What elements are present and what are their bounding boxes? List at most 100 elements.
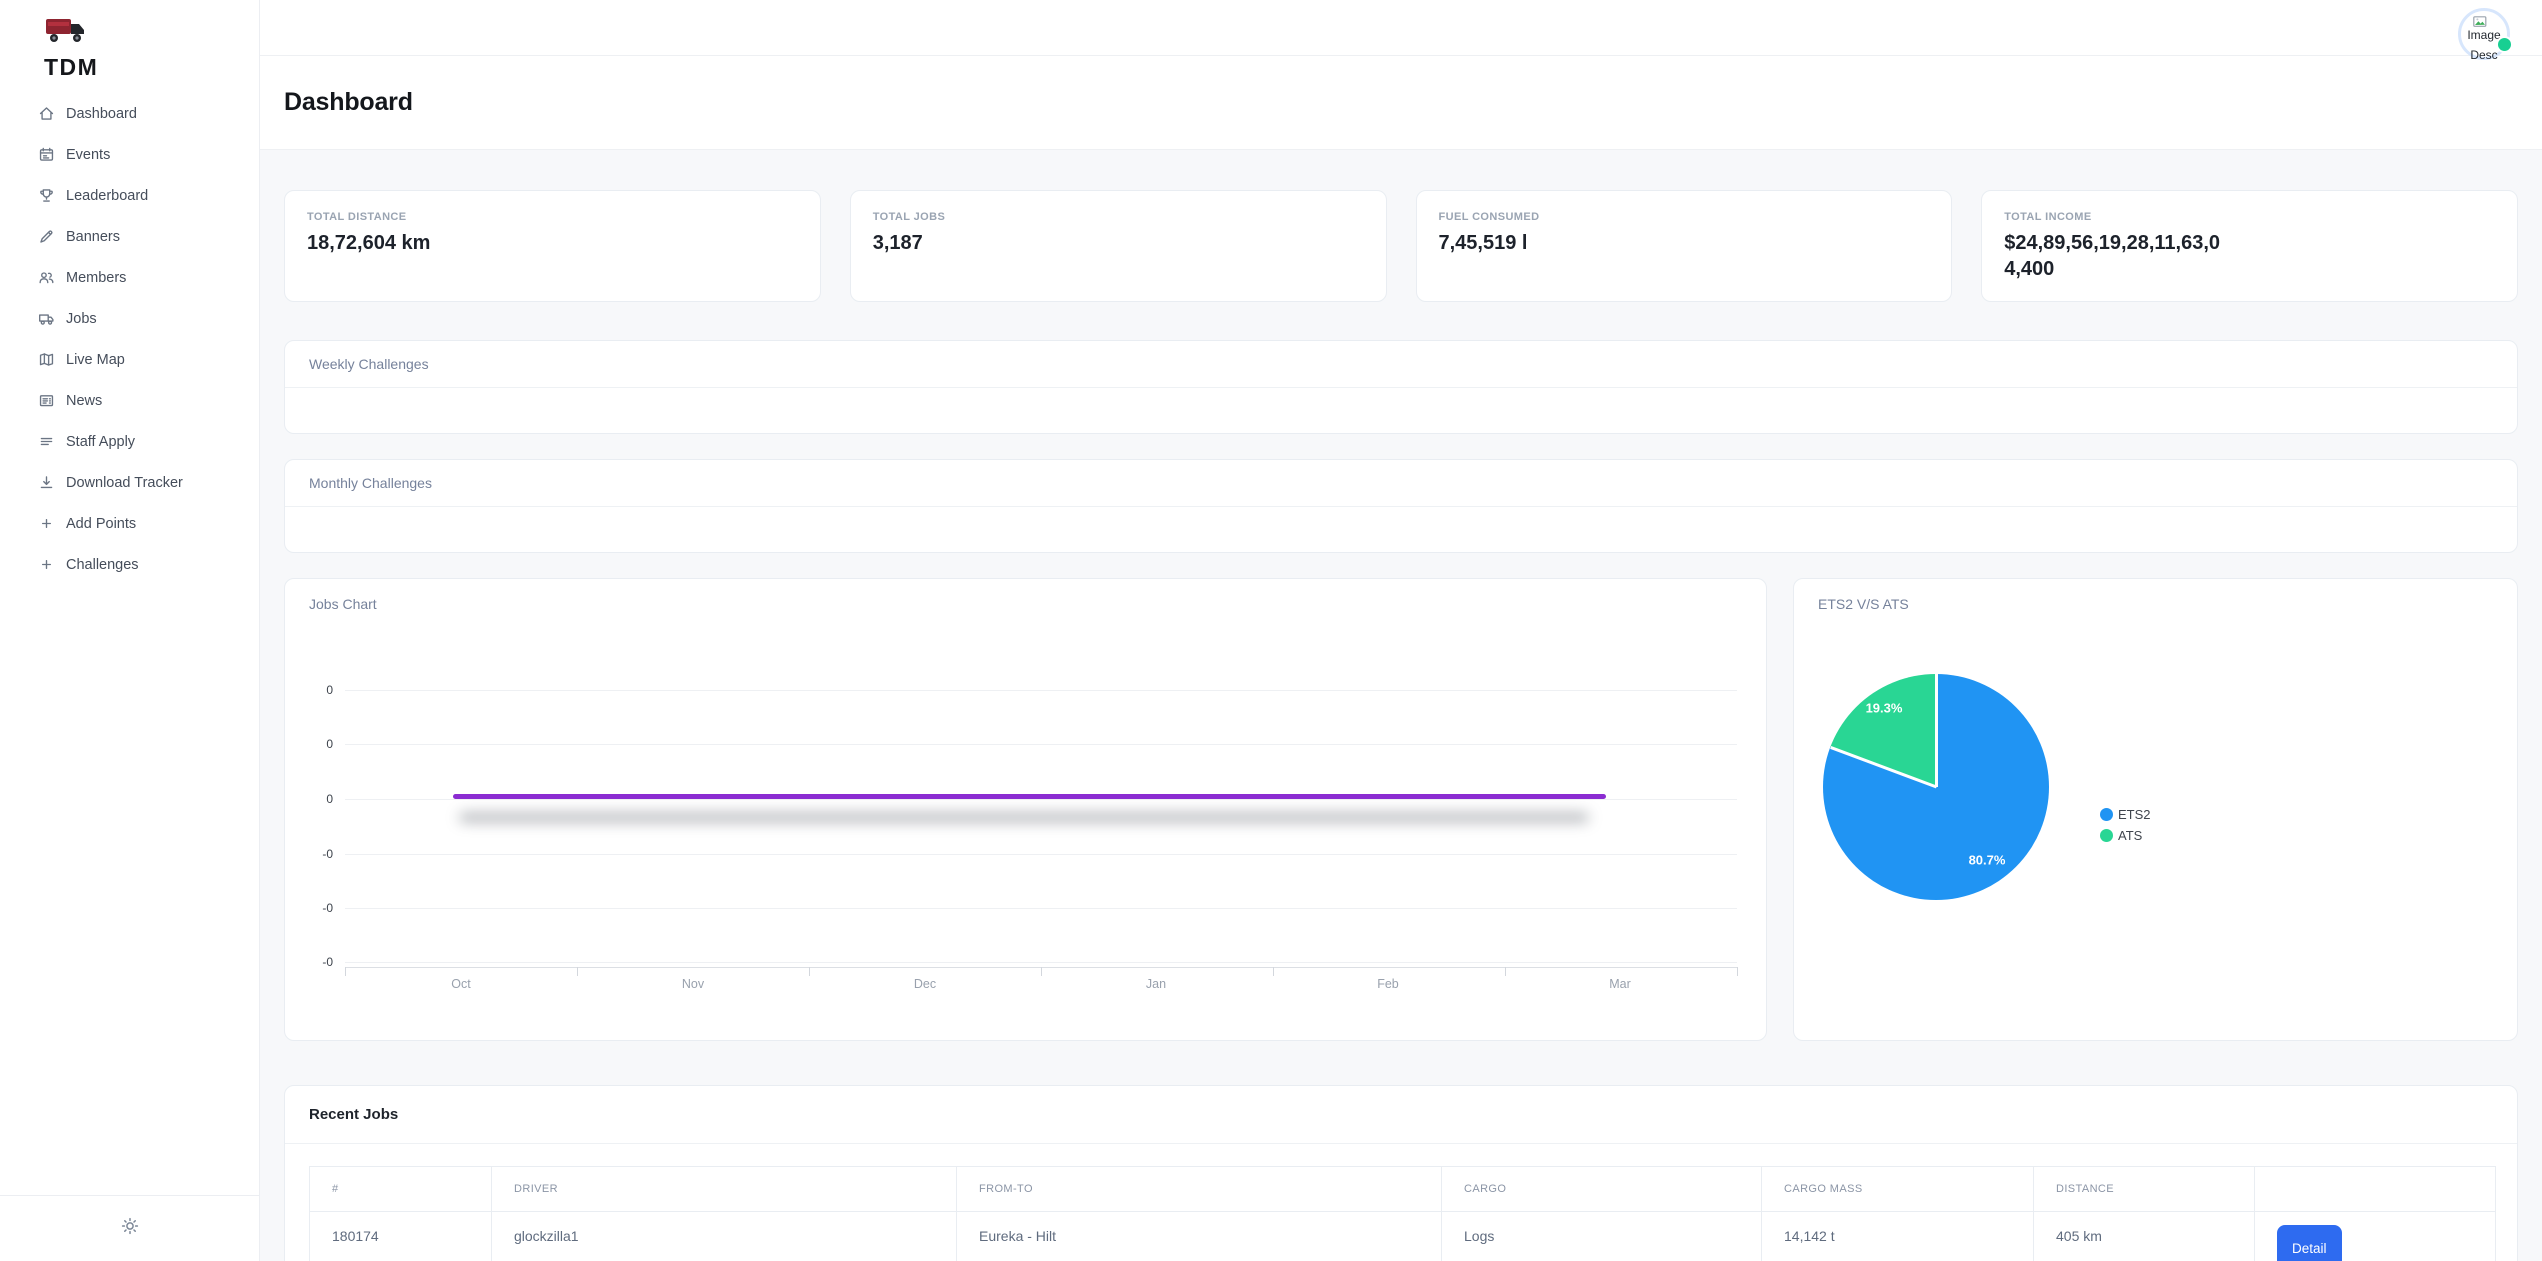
legend-item-ats[interactable]: ATS bbox=[2100, 828, 2151, 843]
column-header-actions bbox=[2254, 1166, 2496, 1212]
line-series-shadow bbox=[459, 813, 1589, 822]
pie-slice-value-ats: 19.3% bbox=[1865, 700, 1903, 716]
line-series-jobs bbox=[453, 794, 1606, 799]
cell-from-to: Eureka - Hilt bbox=[956, 1211, 1442, 1261]
truck-icon bbox=[38, 310, 55, 327]
cell-cargo: Logs bbox=[1441, 1211, 1762, 1261]
x-axis-label: Feb bbox=[1377, 977, 1399, 991]
x-axis-tick bbox=[1273, 967, 1274, 976]
calendar-icon bbox=[38, 146, 55, 163]
sidebar-item-events[interactable]: Events bbox=[0, 134, 259, 175]
gridline bbox=[345, 962, 1737, 963]
sidebar-item-leaderboard[interactable]: Leaderboard bbox=[0, 175, 259, 216]
plus-icon bbox=[38, 515, 55, 532]
gridline bbox=[345, 690, 1737, 691]
x-axis-label: Dec bbox=[913, 977, 937, 991]
stat-value: 3,187 bbox=[872, 232, 923, 254]
pie-slice-separator bbox=[1934, 674, 1938, 787]
sidebar-item-label: Jobs bbox=[66, 310, 97, 327]
sidebar-item-label: Live Map bbox=[66, 351, 125, 368]
pie-chart[interactable]: 19.3% 80.7% bbox=[1823, 674, 2049, 900]
monthly-challenges-body bbox=[285, 507, 2517, 552]
legend-dot-ets2 bbox=[2100, 807, 2113, 821]
download-icon bbox=[38, 474, 55, 491]
stat-card-total-income: TOTAL INCOME $24,89,56,19,28,11,63,04,40… bbox=[1981, 190, 2518, 302]
x-axis-label: Jan bbox=[1145, 977, 1167, 991]
column-header-cargo-mass: CARGO MASS bbox=[1761, 1166, 2034, 1212]
recent-jobs-title: Recent Jobs bbox=[309, 1106, 399, 1123]
sidebar-item-label: Download Tracker bbox=[66, 474, 183, 491]
pencil-icon bbox=[38, 228, 55, 245]
recent-jobs-card: Recent Jobs # DRIVER FROM-TO CARGO CARGO… bbox=[284, 1085, 2518, 1261]
stat-value: 7,45,519 l bbox=[1438, 232, 1528, 254]
stat-value: $24,89,56,19,28,11,63,04,400 bbox=[2004, 232, 2221, 280]
sidebar-item-challenges[interactable]: Challenges bbox=[0, 544, 259, 585]
sidebar-item-live-map[interactable]: Live Map bbox=[0, 339, 259, 380]
sidebar-item-label: Members bbox=[66, 269, 127, 286]
jobs-chart-title: Jobs Chart bbox=[309, 596, 377, 612]
topbar: Image Desc bbox=[260, 0, 2542, 62]
avatar[interactable]: Image Desc bbox=[2458, 8, 2513, 62]
x-axis-tick bbox=[345, 967, 346, 976]
page-title: Dashboard bbox=[284, 88, 413, 116]
sidebar-item-add-points[interactable]: Add Points bbox=[0, 503, 259, 544]
brand-logo[interactable]: TDM bbox=[0, 0, 259, 81]
avatar-alt-text: Image bbox=[2467, 28, 2501, 42]
column-header-id: # bbox=[309, 1166, 492, 1212]
x-axis-label: Nov bbox=[681, 977, 705, 991]
pie-chart-title: ETS2 V/S ATS bbox=[1818, 596, 1909, 612]
sidebar-item-label: Staff Apply bbox=[66, 433, 136, 450]
x-axis-label: Oct bbox=[451, 977, 471, 991]
pie-slice-separator bbox=[1829, 746, 1937, 789]
sidebar-item-label: Dashboard bbox=[66, 105, 137, 122]
gridline bbox=[345, 908, 1737, 909]
cell-driver: glockzilla1 bbox=[491, 1211, 957, 1261]
sidebar-item-staff-apply[interactable]: Staff Apply bbox=[0, 421, 259, 462]
home-icon bbox=[38, 105, 55, 122]
brand-name: TDM bbox=[44, 54, 99, 80]
sidebar-item-jobs[interactable]: Jobs bbox=[0, 298, 259, 339]
sidebar-item-members[interactable]: Members bbox=[0, 257, 259, 298]
sidebar-item-label: Events bbox=[66, 146, 111, 163]
map-icon bbox=[38, 351, 55, 368]
weekly-challenges-card: Weekly Challenges bbox=[284, 340, 2518, 434]
cell-cargo-mass: 14,142 t bbox=[1761, 1211, 2034, 1261]
trophy-icon bbox=[38, 187, 55, 204]
column-header-driver: DRIVER bbox=[491, 1166, 957, 1212]
cell-job-id: 180174 bbox=[309, 1211, 492, 1261]
gridline bbox=[345, 799, 1737, 800]
x-axis-tick bbox=[809, 967, 810, 976]
table-row: 180174 glockzilla1 Eureka - Hilt Logs 14… bbox=[309, 1211, 2496, 1261]
sidebar-item-label: News bbox=[66, 392, 103, 409]
theme-toggle-sun-icon[interactable] bbox=[120, 1216, 140, 1241]
stats-row: TOTAL DISTANCE 18,72,604 km TOTAL JOBS 3… bbox=[284, 190, 2518, 302]
charts-row: Jobs Chart 0 0 0 -0 -0 -0 bbox=[284, 578, 2518, 1041]
column-header-distance: DISTANCE bbox=[2033, 1166, 2255, 1212]
x-axis-tick bbox=[1737, 967, 1738, 976]
legend-item-ets2[interactable]: ETS2 bbox=[2100, 807, 2151, 822]
avatar-alt-text: Desc bbox=[2470, 48, 2498, 62]
gridline bbox=[345, 854, 1737, 855]
weekly-challenges-header: Weekly Challenges bbox=[285, 341, 2517, 388]
y-axis-tick: -0 bbox=[322, 955, 333, 969]
x-axis-tick bbox=[577, 967, 578, 976]
content: TOTAL DISTANCE 18,72,604 km TOTAL JOBS 3… bbox=[260, 150, 2542, 1261]
sidebar-item-banners[interactable]: Banners bbox=[0, 216, 259, 257]
list-icon bbox=[38, 433, 55, 450]
stat-label: TOTAL JOBS bbox=[872, 211, 946, 223]
sidebar-nav: Dashboard Events Leaderboard Banners Mem… bbox=[0, 93, 259, 585]
y-axis-tick: 0 bbox=[326, 683, 333, 697]
sidebar-item-label: Banners bbox=[66, 228, 121, 245]
x-axis-label: Mar bbox=[1609, 977, 1631, 991]
ets2-vs-ats-card: ETS2 V/S ATS 19.3% 80.7% ETS2 ATS bbox=[1793, 578, 2518, 1041]
sidebar-item-label: Leaderboard bbox=[66, 187, 149, 204]
truck-logo-icon bbox=[44, 19, 86, 50]
sidebar-item-dashboard[interactable]: Dashboard bbox=[0, 93, 259, 134]
recent-jobs-header: Recent Jobs bbox=[285, 1086, 2517, 1144]
y-axis-tick: 0 bbox=[326, 737, 333, 751]
sidebar-item-news[interactable]: News bbox=[0, 380, 259, 421]
pie-slice-value-ets2: 80.7% bbox=[1968, 852, 2006, 868]
cell-actions: Detail bbox=[2254, 1211, 2496, 1261]
sidebar-item-download-tracker[interactable]: Download Tracker bbox=[0, 462, 259, 503]
detail-button[interactable]: Detail bbox=[2277, 1225, 2342, 1261]
